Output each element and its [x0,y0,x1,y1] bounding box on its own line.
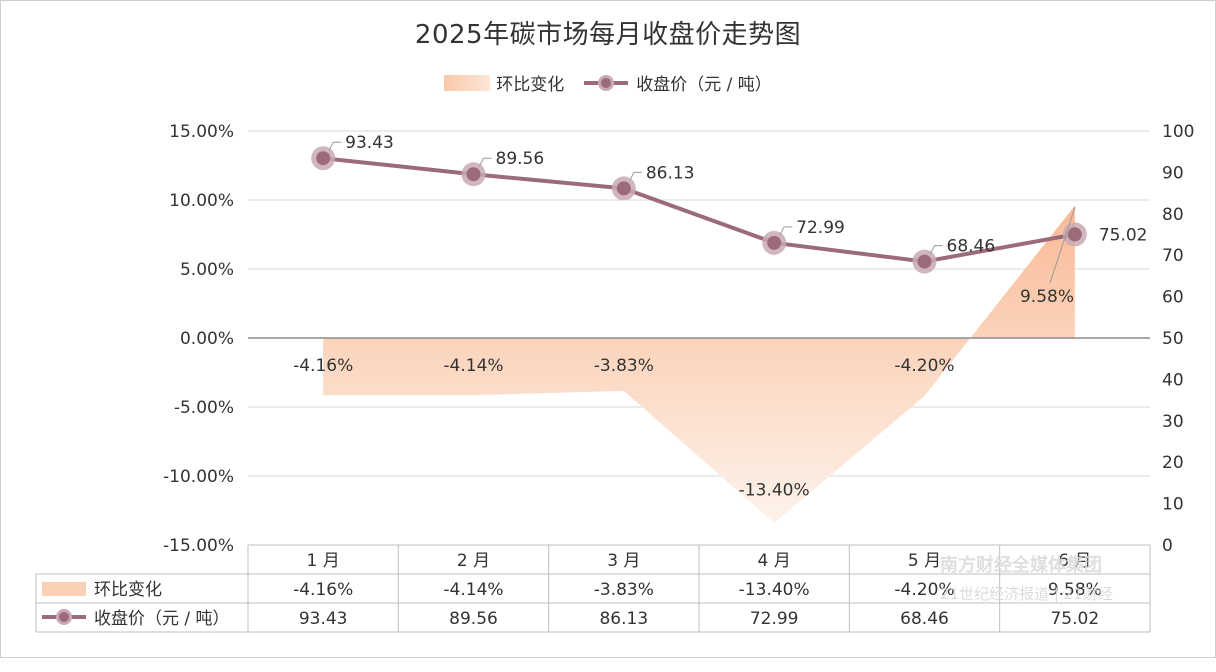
legend-item-change[interactable]: 环比变化 [444,70,564,95]
change-data-label: -13.40% [739,480,810,500]
price-label-leader [629,171,642,181]
price-data-label: 89.56 [496,149,545,169]
price-data-label: 93.43 [345,133,394,153]
x-category-label: 4 月 [758,551,791,571]
price-marker [616,181,631,196]
change-data-label: -4.20% [894,356,954,376]
legend-line-swatch [584,74,629,91]
y-left-tick-label: 5.00% [180,260,234,280]
table-cell-change: 9.58% [1048,580,1102,600]
table-key-marker-core [59,612,69,622]
table-key-price: 收盘价（元 / 吨） [94,609,230,629]
y-left-tick-label: 0.00% [180,329,234,349]
table-key-area-swatch [42,582,86,596]
x-category-label: 2 月 [457,551,490,571]
price-marker [767,235,782,250]
change-data-label: 9.58% [1020,287,1074,307]
chart-title: 2025年碳市场每月收盘价走势图 [414,20,802,50]
table-cell-price: 89.56 [449,609,498,629]
table-cell-price: 68.46 [900,609,949,629]
legend-item-price[interactable]: 收盘价（元 / 吨） [582,70,772,95]
y-left-tick-label: 15.00% [169,122,234,142]
y-right-tick-label: 100 [1162,122,1194,142]
price-label-leader [479,157,492,167]
y-right-tick-label: 30 [1162,412,1184,432]
table-cell-change: -3.83% [594,580,654,600]
legend-label-change: 环比变化 [496,75,565,95]
price-marker [466,167,481,182]
table-cell-price: 86.13 [599,609,648,629]
x-category-label: 1 月 [307,551,340,571]
price-marker [917,254,932,269]
change-label-leader [1049,206,1076,284]
y-right-tick-label: 70 [1162,246,1184,266]
y-right-tick-label: 40 [1162,370,1184,390]
legend-area-swatch [444,74,491,91]
table-cell-price: 75.02 [1050,609,1099,629]
price-data-label: 75.02 [1099,225,1148,245]
legend: 环比变化 收盘价（元 / 吨） [0,70,1216,95]
price-line [322,156,1076,264]
y-right-tick-label: 80 [1162,205,1184,225]
change-data-label: -3.83% [594,356,654,376]
x-category-label: 6 月 [1058,551,1091,571]
table-cell-price: 93.43 [299,609,348,629]
y-right-tick-label: 60 [1162,288,1184,308]
table-cell-price: 72.99 [750,609,799,629]
price-marker [316,151,331,166]
y-left-tick-label: 10.00% [169,191,234,211]
table-cell-change: -13.40% [739,580,810,600]
y-left-tick-label: -5.00% [174,398,234,418]
legend-label-price: 收盘价（元 / 吨） [636,75,772,95]
price-data-label: 68.46 [947,237,996,257]
price-label-leader [328,141,342,151]
table-key-change: 环比变化 [94,580,162,600]
price-label-leader [779,226,793,236]
y-right-tick-label: 90 [1162,163,1184,183]
y-left-tick-label: -15.00% [163,536,234,556]
y-right-tick-label: 10 [1162,495,1184,515]
y-right-tick-label: 50 [1162,329,1184,349]
table-cell-change: -4.16% [293,580,353,600]
x-category-label: 3 月 [607,551,640,571]
price-marker [1067,227,1082,242]
price-label-leader [930,245,943,254]
change-data-label: -4.16% [293,356,353,376]
y-left-tick-label: -10.00% [163,467,234,487]
y-right-tick-label: 0 [1162,536,1173,556]
area-change [323,205,1075,523]
price-data-label: 86.13 [646,163,695,183]
x-category-label: 5 月 [908,551,941,571]
price-data-label: 72.99 [796,218,845,238]
change-data-label: -4.14% [443,356,503,376]
table-cell-change: -4.14% [443,580,503,600]
y-right-tick-label: 20 [1162,453,1184,473]
table-cell-change: -4.20% [894,580,954,600]
